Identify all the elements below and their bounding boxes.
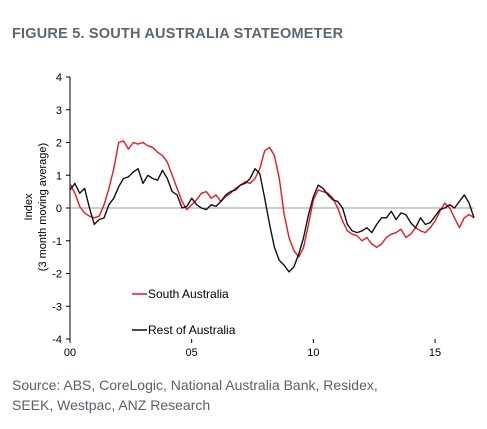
y-tick-label: 4 <box>56 72 62 84</box>
y-tick-label: -1 <box>52 236 62 248</box>
source-line-1: Source: ABS, CoreLogic, National Austral… <box>12 377 378 393</box>
y-tick-label: 3 <box>56 105 62 117</box>
y-tick-label: -4 <box>52 334 62 346</box>
x-tick-label: 15 <box>429 347 441 359</box>
legend: South Australia Rest of Australia <box>132 287 236 337</box>
y-ticks: 4 3 2 1 0 -1 -2 -3 -4 <box>52 72 70 346</box>
y-tick-label: -3 <box>52 301 62 313</box>
x-tick-label: 00 <box>64 347 76 359</box>
x-tick-label: 10 <box>307 347 319 359</box>
x-tick-label: 05 <box>186 347 198 359</box>
figure-title: FIGURE 5. SOUTH AUSTRALIA STATEOMETER <box>12 26 344 42</box>
y-axis-title-line-2: (3 month moving average) <box>37 143 49 271</box>
y-tick-label: 2 <box>56 138 62 150</box>
series-line-rest-of-australia <box>69 167 475 273</box>
source-line-2: SEEK, Westpac, ANZ Research <box>12 397 211 413</box>
legend-label-south-australia: South Australia <box>148 287 229 301</box>
x-ticks: 00 05 10 15 <box>64 339 441 359</box>
axes <box>69 77 474 339</box>
legend-label-rest-of-australia: Rest of Australia <box>148 323 236 337</box>
y-tick-label: 0 <box>56 203 62 215</box>
y-tick-label: -2 <box>52 269 62 281</box>
y-axis-title-line-1: Index <box>23 193 35 220</box>
series-layer <box>69 140 475 273</box>
series-line-south-australia <box>69 140 475 258</box>
y-tick-label: 1 <box>56 170 62 182</box>
source-note: Source: ABS, CoreLogic, National Austral… <box>12 375 482 415</box>
